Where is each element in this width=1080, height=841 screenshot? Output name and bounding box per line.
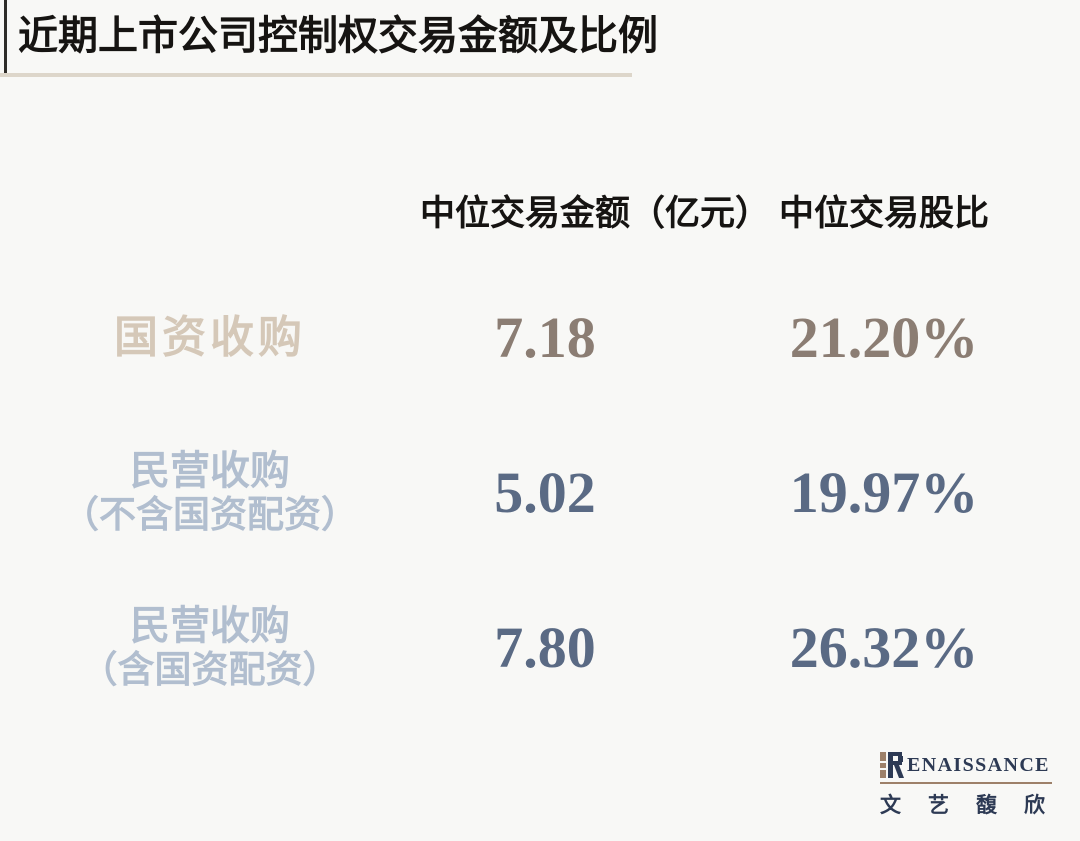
logo-chinese-name: 文艺馥欣 xyxy=(880,793,1072,817)
title-accent-line xyxy=(4,0,7,73)
logo-divider-line xyxy=(880,782,1052,784)
title-underline xyxy=(0,73,632,77)
median-amount-value: 7.18 xyxy=(494,305,596,370)
table-header-row: 中位交易金额（亿元） 中位交易股比 xyxy=(0,160,1080,260)
row-label-line1: 民营收购 xyxy=(130,448,290,494)
table-row-private-acquisition-excl-gov: 民营收购 （不含国资配资） 5.02 19.97% xyxy=(0,415,1080,570)
table-row-private-acquisition-incl-gov: 民营收购 （含国资配资） 7.80 26.32% xyxy=(0,570,1080,725)
row-label: 民营收购 （含国资配资） xyxy=(0,602,420,693)
logo-wordmark-rest: ENAISSANCE xyxy=(907,753,1050,776)
logo-wordmark: ENAISSANCE xyxy=(907,754,1050,777)
median-ratio-value: 19.97% xyxy=(789,460,979,525)
median-ratio-value: 26.32% xyxy=(789,615,979,680)
renaissance-logo: ENAISSANCE 文艺馥欣 xyxy=(880,752,1052,819)
logo-wordmark-row: ENAISSANCE xyxy=(880,752,1052,778)
row-label-line2: （含国资配资） xyxy=(80,650,340,692)
median-ratio-value: 21.20% xyxy=(789,305,979,370)
row-label-line2: （不含国资配资） xyxy=(62,495,358,537)
table-row-gov-acquisition: 国资收购 7.18 21.20% xyxy=(0,260,1080,415)
transactions-table: 中位交易金额（亿元） 中位交易股比 国资收购 7.18 21.20% 民营收购 … xyxy=(0,160,1080,725)
median-amount-value: 7.80 xyxy=(494,615,596,680)
row-label-line1: 民营收购 xyxy=(130,603,290,649)
renaissance-r-logo-icon xyxy=(880,752,904,778)
column-header-median-ratio: 中位交易股比 xyxy=(778,193,989,233)
page-title: 近期上市公司控制权交易金额及比例 xyxy=(18,13,658,58)
row-label: 国资收购 xyxy=(0,312,420,364)
row-label: 民营收购 （不含国资配资） xyxy=(0,447,420,538)
column-header-median-amount: 中位交易金额（亿元） xyxy=(420,193,771,233)
median-amount-value: 5.02 xyxy=(494,460,596,525)
row-label-line1: 国资收购 xyxy=(114,312,306,362)
